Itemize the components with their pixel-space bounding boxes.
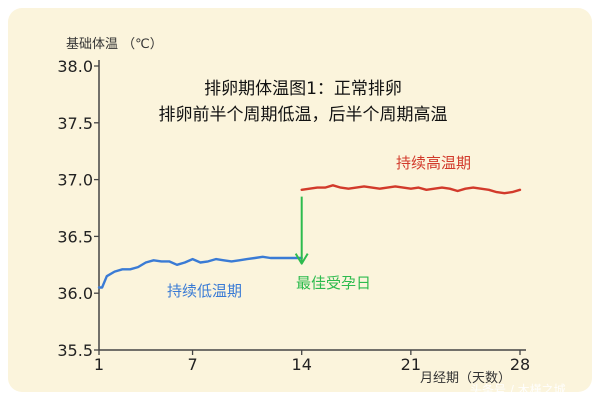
low-temp-series-line [97, 255, 303, 289]
labels: 基础体温 （℃） 月经期（天数） 排卵期体温图1：正常排卵 排卵前半个周期低温，… [66, 37, 566, 397]
y-tick-label: 35.5 [57, 341, 93, 360]
x-tick-label: 21 [401, 355, 421, 374]
y-tick-label: 38.0 [57, 57, 93, 76]
low-temp-series-label: 持续低温期 [167, 282, 242, 300]
y-tick-label: 36.5 [57, 227, 93, 246]
high-temp-series-label: 持续高温期 [396, 154, 471, 172]
chart-title-line-2: 排卵前半个周期低温，后半个周期高温 [159, 105, 448, 125]
x-tick-label: 1 [94, 355, 104, 374]
x-axis-label: 月经期（天数） [420, 371, 511, 386]
axes: 35.5 36.0 36.5 37.0 37.5 38.0 1 7 14 21 28 [57, 57, 530, 374]
high-temp-series-line [300, 184, 522, 195]
y-axis-label: 基础体温 （℃） [66, 37, 163, 52]
watermark: 头条号 / 木槿之城 [470, 383, 566, 397]
chart-card [8, 8, 592, 392]
series [97, 184, 522, 289]
x-tick-label: 28 [510, 355, 530, 374]
ovulation-day-label: 最佳受孕日 [296, 274, 371, 292]
ovulation-arrow-head [294, 253, 309, 265]
x-tick-label: 14 [292, 355, 312, 374]
y-tick-label: 37.5 [57, 114, 93, 133]
chart-title-line-1: 排卵期体温图1：正常排卵 [204, 79, 402, 99]
y-tick-label: 36.0 [57, 284, 93, 303]
y-tick-label: 37.0 [57, 171, 93, 190]
x-tick-label: 7 [187, 355, 197, 374]
